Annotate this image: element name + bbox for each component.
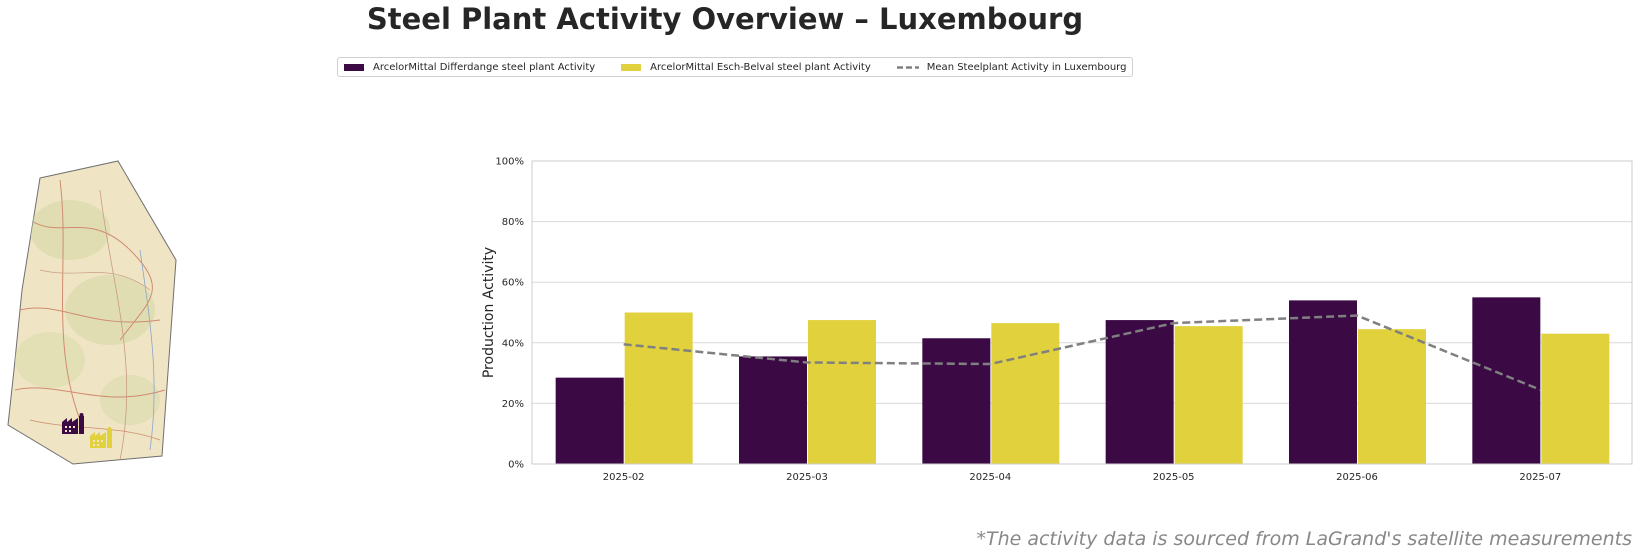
luxembourg-map [0, 160, 190, 490]
x-tick-label: 2025-03 [786, 472, 828, 483]
chart-legend: ArcelorMittal Differdange steel plant Ac… [337, 57, 1134, 77]
legend-item-esch-belval: ArcelorMittal Esch-Belval steel plant Ac… [621, 62, 871, 73]
mean-activity-line [623, 314, 1541, 391]
bar-esch-belval [991, 323, 1060, 464]
bar-differdange [922, 338, 991, 464]
y-tick-label: 60% [502, 278, 524, 289]
legend-swatch-differdange [344, 63, 364, 71]
legend-swatch-esch-belval [621, 63, 642, 71]
factory-icon [90, 427, 112, 448]
chart-title: Steel Plant Activity Overview – Luxembou… [366, 2, 1084, 36]
y-tick-label: 100% [495, 157, 524, 168]
y-tick-label: 40% [502, 338, 524, 349]
plot-frame [531, 160, 1633, 465]
legend-item-differdange: ArcelorMittal Differdange steel plant Ac… [344, 62, 595, 73]
legend-swatch-mean [896, 65, 919, 69]
bar-differdange [1105, 320, 1174, 464]
x-tick-label: 2025-07 [1519, 472, 1561, 483]
bar-differdange [1472, 297, 1541, 464]
y-tick-label: 0% [508, 460, 524, 471]
factory-icon [62, 413, 84, 434]
bar-esch-belval [1358, 329, 1426, 464]
y-tick-label: 20% [502, 399, 524, 410]
bar-esch-belval [624, 312, 693, 464]
legend-label-differdange: ArcelorMittal Differdange steel plant Ac… [373, 61, 596, 73]
legend-label-mean: Mean Steelplant Activity in Luxembourg [926, 61, 1127, 73]
footnote: *The activity data is sourced from LaGra… [976, 528, 1632, 550]
bar-differdange [555, 377, 624, 464]
bar-differdange [739, 356, 807, 464]
legend-item-mean: Mean Steelplant Activity in Luxembourg [896, 61, 1127, 73]
bar-esch-belval [808, 320, 876, 464]
x-tick-label: 2025-06 [1336, 472, 1378, 483]
bar-differdange [1289, 300, 1357, 464]
bar-esch-belval [1541, 333, 1610, 464]
map-terrain [14, 179, 166, 461]
x-tick-label: 2025-05 [1153, 472, 1195, 483]
x-tick-label: 2025-04 [969, 472, 1011, 483]
x-tick-label: 2025-02 [603, 472, 645, 483]
map-graphic [7, 160, 177, 465]
bar-esch-belval [1174, 326, 1243, 464]
legend-label-esch-belval: ArcelorMittal Esch-Belval steel plant Ac… [650, 61, 871, 73]
y-tick-label: 80% [502, 217, 524, 228]
y-axis-label: Production Activity [481, 247, 497, 378]
production-activity-chart: 0% 20% 40% 60% 80% 100% Production Activity 202… [481, 157, 1633, 483]
